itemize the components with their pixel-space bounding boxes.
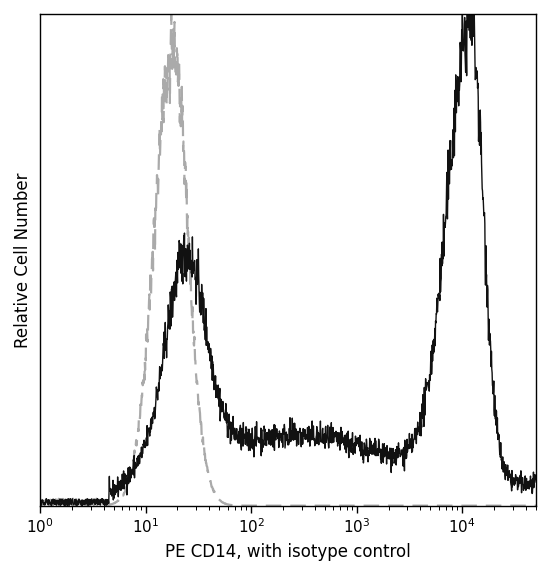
X-axis label: PE CD14, with isotype control: PE CD14, with isotype control bbox=[166, 543, 411, 561]
Y-axis label: Relative Cell Number: Relative Cell Number bbox=[14, 172, 32, 347]
